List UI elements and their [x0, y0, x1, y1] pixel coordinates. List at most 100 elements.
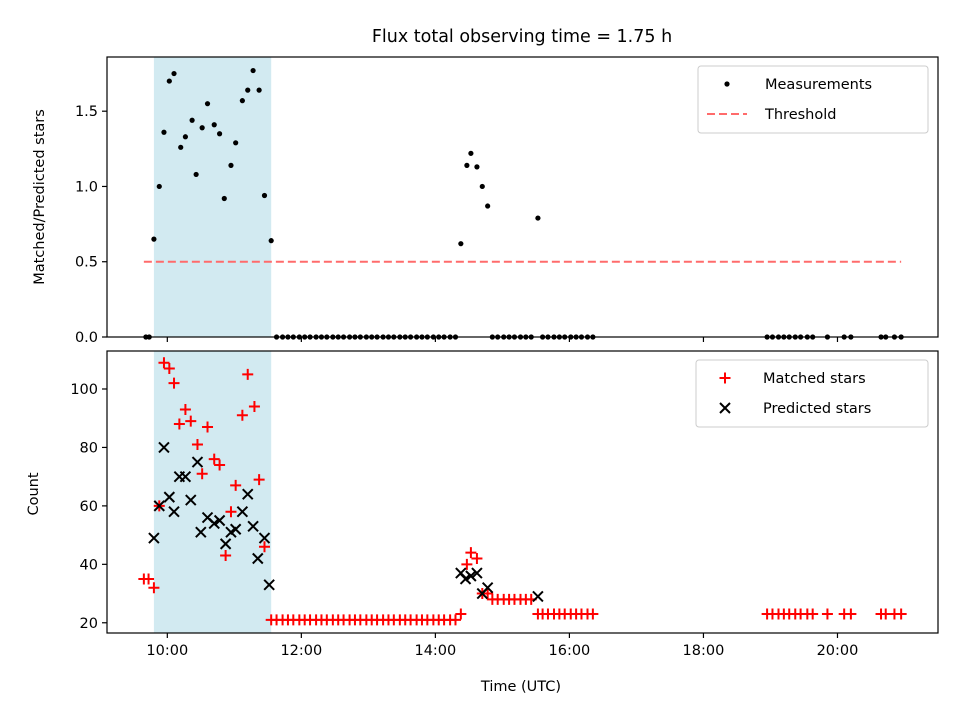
- predicted-point: [168, 506, 180, 518]
- matched-point: [253, 474, 265, 486]
- top-ylabel: Matched/Predicted stars: [32, 109, 48, 285]
- bottom-xtick-label: 14:00: [414, 643, 456, 659]
- matched-point: [482, 588, 494, 600]
- bottom-ylabel: Count: [26, 472, 42, 515]
- predicted-point: [236, 506, 249, 518]
- top-ytick-label: 0.0: [75, 330, 98, 346]
- matched-point: [179, 403, 191, 415]
- bottom-ytick-label: 80: [80, 440, 98, 456]
- measurement-point: [199, 125, 205, 131]
- matched-point: [258, 541, 270, 553]
- measurement-point: [474, 164, 480, 170]
- matched-point: [471, 552, 483, 564]
- predicted-point: [219, 538, 232, 550]
- measurement-point: [464, 162, 470, 168]
- top-panel: 0.0 0.5 1.0 1.5 Measurements Threshold Match…: [32, 56, 939, 346]
- bottom-series-0: [138, 357, 907, 626]
- measurement-point: [250, 67, 256, 74]
- matched-point: [148, 582, 160, 594]
- bottom-ytick-label: 40: [80, 557, 98, 573]
- predicted-point: [195, 526, 207, 538]
- predicted-point: [153, 500, 165, 512]
- predicted-point: [481, 581, 494, 594]
- matched-point: [236, 409, 248, 421]
- top-ytick-label: 1.0: [75, 179, 98, 195]
- matched-point: [202, 421, 214, 433]
- measurement-point: [256, 87, 262, 93]
- measurement-point: [479, 183, 485, 190]
- bottom-panel: 20 40 60 80 100 10:00 12:00 14:00 16:00 18:00 20:0…: [26, 350, 939, 695]
- matched-point: [143, 573, 155, 585]
- bottom-ytick-label: 60: [80, 499, 98, 515]
- measurement-point: [182, 134, 189, 140]
- measurement-point: [485, 203, 491, 209]
- bottom-legend-label: Matched stars: [763, 371, 866, 387]
- measurement-point: [268, 238, 274, 244]
- predicted-point: [465, 570, 477, 582]
- measurement-point: [261, 192, 268, 199]
- measurement-point: [535, 215, 541, 221]
- matched-point: [158, 357, 170, 369]
- predicted-point: [263, 579, 275, 591]
- bottom-xtick-label: 18:00: [683, 643, 725, 659]
- matched-point: [242, 368, 254, 380]
- predicted-point: [179, 470, 192, 483]
- predicted-point: [242, 488, 254, 500]
- measurement-point: [468, 150, 474, 156]
- bottom-axes-frame: [106, 350, 939, 634]
- legend-measurement-marker: [724, 81, 730, 87]
- measurement-point: [245, 87, 251, 93]
- measurement-point: [458, 241, 464, 247]
- top-highlight-span: [153, 57, 272, 337]
- predicted-point: [185, 494, 197, 506]
- measurement-point: [161, 129, 167, 135]
- bottom-legend: Matched stars Predicted stars: [695, 359, 929, 428]
- top-legend-label: Measurements: [765, 77, 872, 93]
- predicted-point: [148, 532, 160, 544]
- predicted-point: [252, 552, 264, 565]
- top-legend: Measurements Threshold: [697, 65, 929, 134]
- top-ytick-label: 1.5: [75, 104, 98, 120]
- matched-point: [173, 418, 185, 430]
- matched-point: [465, 547, 477, 559]
- bottom-series-1: [148, 441, 544, 603]
- measurement-point: [193, 171, 199, 178]
- matched-point: [163, 363, 175, 375]
- top-ytick-label: 0.5: [75, 255, 98, 271]
- matched-point: [455, 608, 467, 620]
- measurement-point: [221, 195, 227, 202]
- matched-point: [196, 468, 208, 480]
- matched-point: [821, 608, 833, 620]
- bottom-legend-label: Predicted stars: [763, 401, 871, 417]
- measurement-point: [189, 117, 195, 123]
- bottom-ytick-label: 20: [80, 616, 98, 632]
- measurement-point: [166, 78, 172, 84]
- top-axes-frame: [106, 56, 939, 338]
- predicted-point: [229, 523, 242, 535]
- measurement-point: [171, 70, 177, 77]
- matched-point: [895, 608, 907, 620]
- predicted-point: [213, 514, 226, 527]
- measurement-point: [211, 122, 217, 128]
- bottom-xlabel: Time (UTC): [480, 679, 561, 695]
- matched-point: [587, 608, 599, 620]
- matched-point: [214, 459, 226, 471]
- predicted-point: [191, 456, 204, 468]
- predicted-point: [247, 520, 259, 533]
- matched-point: [248, 401, 260, 413]
- measurement-point: [239, 98, 245, 104]
- bottom-ytick-label: 100: [70, 382, 98, 398]
- bottom-xtick-label: 16:00: [549, 643, 591, 659]
- bottom-xtick-label: 10:00: [146, 643, 188, 659]
- measurement-point: [216, 131, 223, 137]
- bottom-xtick-label: 12:00: [280, 643, 322, 659]
- predicted-point: [471, 567, 483, 579]
- matched-point: [807, 608, 819, 620]
- measurement-point: [156, 183, 162, 190]
- bottom-legend-box: [695, 359, 929, 428]
- measurement-point: [228, 162, 234, 168]
- matched-point: [185, 415, 197, 427]
- matched-point: [230, 479, 242, 491]
- measurement-point: [151, 236, 157, 242]
